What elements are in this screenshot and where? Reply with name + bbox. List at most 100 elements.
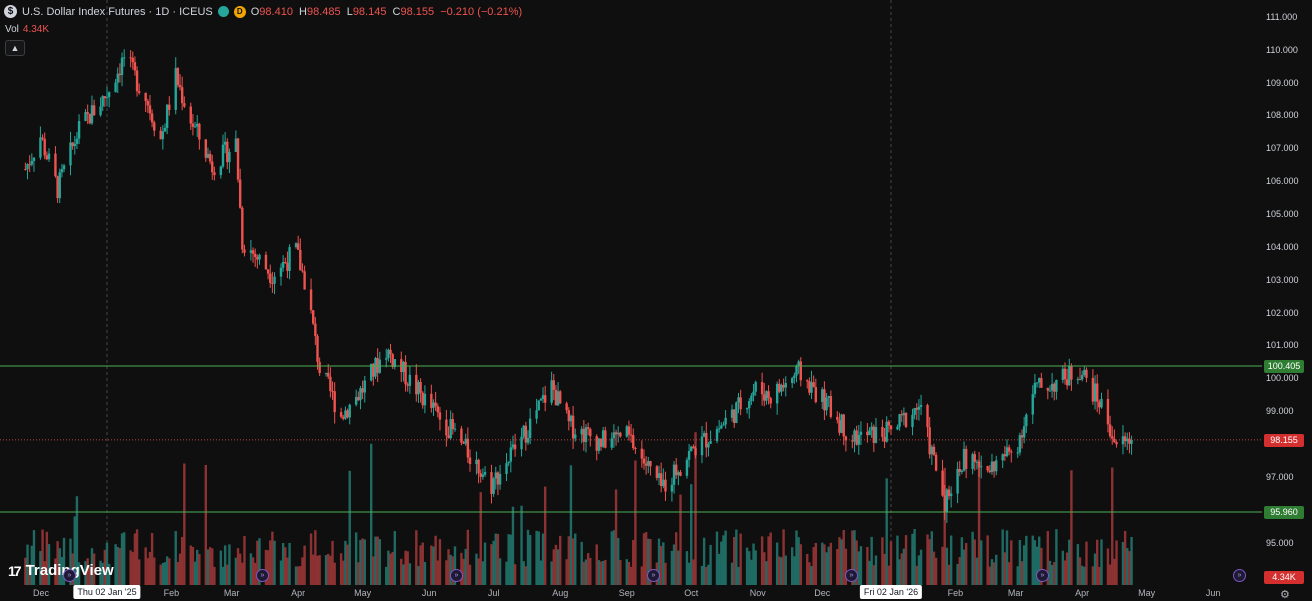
volume-bar xyxy=(434,535,437,585)
dividend-event-icon[interactable]: » xyxy=(1233,569,1246,582)
volume-bar xyxy=(640,566,644,585)
gear-icon[interactable]: ⚙ xyxy=(1280,589,1290,601)
chevron-up-icon[interactable]: ▲ xyxy=(5,40,25,56)
dividend-event-icon[interactable]: » xyxy=(845,569,858,582)
chart-legend[interactable]: $ U.S. Dollar Index Futures · 1D · ICEUS… xyxy=(4,5,525,18)
volume-bar xyxy=(911,533,914,585)
candle xyxy=(417,379,420,403)
tradingview-logo-icon[interactable]: 17TradingView xyxy=(8,562,114,579)
volume-bar xyxy=(1055,529,1058,585)
price-tick-label: 102.000 xyxy=(1266,307,1299,318)
candle xyxy=(722,421,725,426)
volume-bar xyxy=(610,531,613,585)
volume-bar xyxy=(198,553,201,585)
volume-bar xyxy=(509,534,513,585)
candle xyxy=(105,86,109,107)
candle xyxy=(301,263,304,273)
volume-bar xyxy=(767,536,770,585)
volume-bar xyxy=(720,541,723,585)
volume-bar xyxy=(589,557,592,585)
candle xyxy=(941,459,944,497)
volume-bar xyxy=(477,558,480,585)
volume-bar xyxy=(99,560,102,585)
volume-bar xyxy=(960,537,964,585)
candle xyxy=(554,385,558,406)
candle xyxy=(799,357,802,387)
candle xyxy=(148,94,152,121)
volume-bar xyxy=(243,535,246,585)
volume-bar xyxy=(842,530,845,585)
candle xyxy=(1083,366,1086,377)
candle xyxy=(256,254,259,269)
candle xyxy=(372,363,375,386)
volume-bar xyxy=(84,561,87,585)
volume-bar xyxy=(821,542,824,585)
volume-bar xyxy=(829,542,833,585)
candle xyxy=(960,469,964,475)
price-tick-label: 104.000 xyxy=(1266,241,1299,252)
candle xyxy=(369,363,373,382)
candle xyxy=(973,450,976,471)
volume-bar xyxy=(1003,552,1007,585)
candle xyxy=(288,244,291,280)
candle xyxy=(432,399,435,416)
volume-bar xyxy=(331,540,334,585)
candle xyxy=(1126,432,1129,451)
month-tick-label: Nov xyxy=(749,588,766,598)
volume-bar xyxy=(219,550,223,585)
volume-bar xyxy=(739,533,742,585)
candle xyxy=(54,146,57,178)
volume-bar xyxy=(851,530,854,585)
symbol-title[interactable]: U.S. Dollar Index Futures · 1D · ICEUS xyxy=(22,5,213,18)
candle xyxy=(41,134,44,141)
volume-bar xyxy=(943,467,946,585)
candle xyxy=(103,96,107,107)
dividend-event-icon[interactable]: » xyxy=(647,569,660,582)
volume-bar xyxy=(945,547,949,585)
volume-legend: Vol 4.34K xyxy=(5,24,50,35)
volume-bar xyxy=(445,560,448,585)
dividend-event-icon[interactable]: » xyxy=(450,569,463,582)
candle xyxy=(754,380,757,396)
candle xyxy=(1046,387,1049,400)
candle xyxy=(947,485,951,500)
volume-bar xyxy=(670,550,674,585)
volume-bar xyxy=(251,557,255,585)
volume-bar xyxy=(449,554,452,585)
volume-bar xyxy=(208,547,212,585)
candle xyxy=(784,376,787,397)
candle xyxy=(930,444,934,465)
volume-bar xyxy=(992,562,996,585)
volume-bar xyxy=(874,555,878,585)
candle xyxy=(932,443,936,456)
volume-bar xyxy=(977,460,981,585)
volume-bar xyxy=(958,557,961,585)
candle xyxy=(571,405,575,449)
volume-bar xyxy=(47,544,51,585)
candle xyxy=(509,440,513,473)
month-tick-label: Dec xyxy=(814,588,831,598)
volume-bar xyxy=(722,535,725,585)
volume-bar xyxy=(580,541,583,585)
volume-bar xyxy=(599,561,603,585)
candle xyxy=(62,163,66,173)
volume-bar xyxy=(279,560,283,585)
volume-bar xyxy=(823,544,826,585)
volume-bar xyxy=(174,531,177,585)
dividend-event-icon[interactable]: » xyxy=(1036,569,1049,582)
candle xyxy=(679,469,682,477)
delayed-badge[interactable]: D xyxy=(233,5,246,18)
candle xyxy=(430,384,433,413)
candle xyxy=(324,372,328,377)
dividend-event-icon[interactable]: » xyxy=(256,569,269,582)
candle xyxy=(466,427,470,464)
volume-bar xyxy=(483,542,487,585)
volume-bar xyxy=(1010,540,1013,585)
volume-bar xyxy=(1098,566,1101,585)
candle xyxy=(795,364,798,383)
candle xyxy=(451,412,455,435)
candle xyxy=(483,466,487,477)
volume-bar xyxy=(129,550,132,585)
dividend-event-icon[interactable]: » xyxy=(63,569,76,582)
